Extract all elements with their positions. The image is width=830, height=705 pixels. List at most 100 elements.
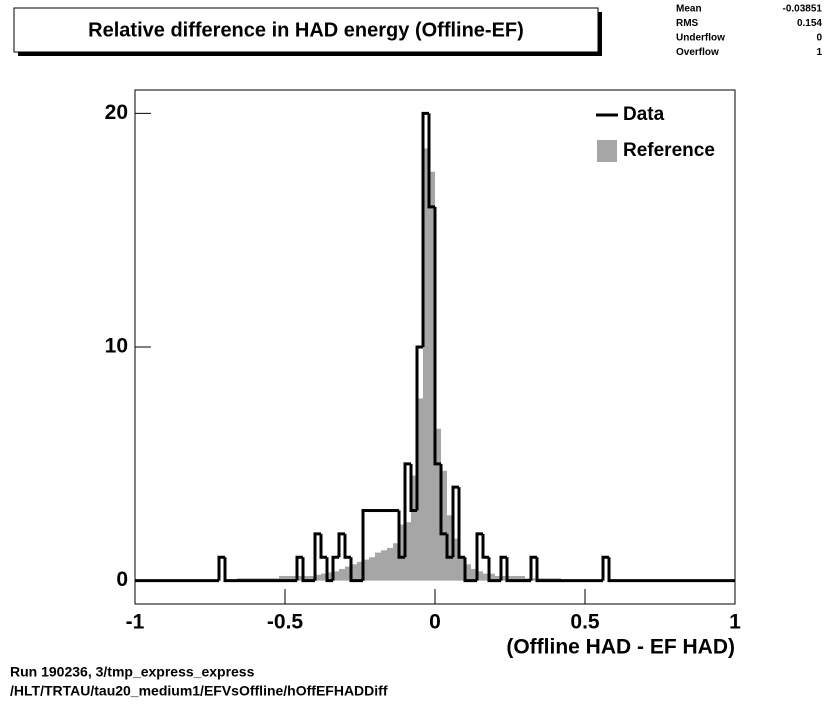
data-step xyxy=(223,557,231,583)
reference-bar xyxy=(387,547,393,581)
x-tick-label: 0 xyxy=(429,611,441,634)
data-step xyxy=(601,555,609,581)
reference-bar xyxy=(393,543,399,581)
data-step xyxy=(439,463,447,536)
data-step xyxy=(331,555,339,581)
x-tick-label: 0.5 xyxy=(570,611,600,634)
stat-name: Underflow xyxy=(676,33,725,44)
reference-bar xyxy=(291,575,297,581)
reference-bar xyxy=(435,428,441,581)
reference-bar xyxy=(333,571,339,581)
data-step xyxy=(301,557,309,583)
reference-bar xyxy=(399,524,405,581)
stat-value: 0 xyxy=(816,33,822,44)
reference-bar xyxy=(489,573,495,581)
legend-label: Reference xyxy=(623,140,715,161)
legend-label: Data xyxy=(623,104,665,125)
stat-name: Overflow xyxy=(676,47,719,58)
data-step xyxy=(487,557,495,583)
y-tick-label: 20 xyxy=(105,101,128,124)
reference-bar xyxy=(345,566,351,581)
y-tick-label: 10 xyxy=(105,335,128,358)
reference-bar xyxy=(513,575,519,581)
reference-bar xyxy=(381,550,387,581)
data-step xyxy=(397,510,405,559)
stat-name: RMS xyxy=(676,18,699,29)
reference-bar xyxy=(531,578,537,581)
title-box xyxy=(13,7,599,53)
reference-bar xyxy=(375,552,381,581)
reference-bar xyxy=(309,575,315,581)
x-tick-label: -1 xyxy=(126,611,145,634)
x-tick-label: -0.5 xyxy=(267,611,304,634)
data-step xyxy=(421,111,429,347)
reference-bar xyxy=(429,171,435,581)
reference-bar xyxy=(519,575,525,581)
data-step xyxy=(475,532,483,581)
data-step xyxy=(295,555,303,581)
reference-bar xyxy=(453,538,459,581)
reference-bar xyxy=(477,571,483,581)
stat-name: Mean xyxy=(676,4,702,15)
reference-bar xyxy=(363,559,369,581)
data-step xyxy=(433,206,441,466)
data-step xyxy=(415,345,423,511)
reference-bar xyxy=(327,572,333,581)
data-step xyxy=(607,557,615,583)
footer-path: /HLT/TRTAU/tau20_medium1/EFVsOffline/hOf… xyxy=(10,683,388,699)
reference-bar xyxy=(501,575,507,581)
reference-bar xyxy=(303,575,309,581)
reference-bar xyxy=(411,475,417,581)
data-step xyxy=(361,509,369,581)
data-step xyxy=(403,462,411,558)
reference-bar xyxy=(423,148,429,581)
reference-bar xyxy=(351,564,357,581)
data-step xyxy=(481,533,489,559)
reference-bar xyxy=(297,575,303,581)
reference-bar xyxy=(321,573,327,581)
y-tick-label: 0 xyxy=(116,568,128,591)
data-step xyxy=(319,533,327,559)
reference-bar xyxy=(471,568,477,581)
data-step xyxy=(325,557,333,583)
reference-bar xyxy=(495,575,501,581)
data-step xyxy=(337,532,345,558)
legend-swatch xyxy=(597,140,617,162)
reference-bar xyxy=(483,573,489,581)
reference-bar xyxy=(405,522,411,581)
reference-bar xyxy=(315,574,321,581)
data-step xyxy=(535,557,543,583)
data-step xyxy=(529,555,537,581)
stat-value: 0.154 xyxy=(797,18,822,29)
plot-area xyxy=(135,111,735,583)
data-step xyxy=(349,557,357,583)
stat-value: -0.03851 xyxy=(783,4,823,15)
data-step xyxy=(499,555,507,581)
reference-bar xyxy=(285,575,291,581)
data-step xyxy=(463,557,471,583)
reference-bar xyxy=(339,568,345,581)
x-axis-label: (Offline HAD - EF HAD) xyxy=(506,636,735,659)
reference-bar xyxy=(369,557,375,581)
reference-bar xyxy=(279,575,285,581)
data-step xyxy=(445,533,453,559)
footer-run: Run 190236, 3/tmp_express_express xyxy=(10,664,255,680)
reference-bar xyxy=(507,575,513,581)
chart-title: Relative difference in HAD energy (Offli… xyxy=(88,19,524,41)
data-step xyxy=(457,487,465,559)
data-step xyxy=(505,557,513,583)
reference-bar xyxy=(447,515,453,581)
data-step xyxy=(217,555,225,581)
x-tick-label: 1 xyxy=(729,611,741,634)
reference-bar xyxy=(465,564,471,581)
reference-bar xyxy=(417,398,423,581)
data-step xyxy=(451,485,459,558)
data-step xyxy=(313,532,321,581)
reference-bar xyxy=(357,561,363,581)
stat-value: 1 xyxy=(816,47,822,58)
data-step xyxy=(409,463,417,513)
reference-bar xyxy=(441,470,447,581)
data-step xyxy=(343,533,351,559)
